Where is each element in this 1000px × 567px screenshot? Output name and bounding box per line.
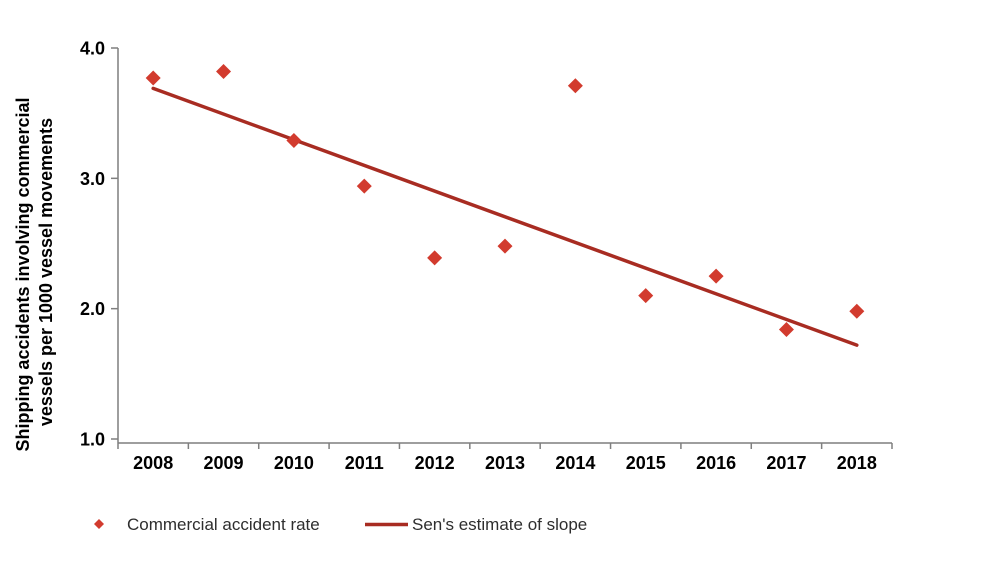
x-tick-label: 2011 bbox=[345, 453, 384, 473]
x-tick-label: 2008 bbox=[133, 453, 173, 473]
y-axis-title-line2: vessels per 1000 vessel movements bbox=[36, 118, 56, 426]
y-axis-ticks: 1.0 2.0 3.0 4.0 bbox=[80, 39, 118, 450]
data-point-diamond bbox=[497, 238, 513, 254]
legend-label-sen-slope: Sen's estimate of slope bbox=[412, 515, 587, 534]
data-point-diamond bbox=[849, 303, 865, 319]
data-point-diamond bbox=[778, 322, 794, 338]
data-point-diamond bbox=[286, 133, 302, 149]
data-point-diamond bbox=[567, 78, 583, 94]
x-tick-label: 2014 bbox=[555, 453, 595, 473]
data-point-diamond bbox=[216, 63, 232, 79]
x-tick-label: 2013 bbox=[485, 453, 525, 473]
x-tick-label: 2016 bbox=[696, 453, 736, 473]
data-point-diamond bbox=[708, 268, 724, 284]
data-point-diamond bbox=[638, 288, 654, 304]
sen-slope-line bbox=[151, 86, 859, 347]
sen-slope-line-group bbox=[151, 86, 859, 347]
x-tick-label: 2018 bbox=[837, 453, 877, 473]
x-axis-labels: 2008 2009 2010 2011 2012 2013 2014 2015 2016 2017… bbox=[133, 453, 877, 473]
data-points-group bbox=[145, 63, 865, 338]
x-axis-ticks bbox=[117, 443, 893, 449]
legend-diamond-icon bbox=[94, 519, 104, 529]
legend: Commercial accident rate Sen's estimate … bbox=[94, 515, 587, 534]
data-point-diamond bbox=[427, 250, 443, 266]
y-tick-label: 4.0 bbox=[80, 39, 105, 59]
data-point-diamond bbox=[145, 70, 161, 86]
legend-label-accident-rate: Commercial accident rate bbox=[127, 515, 320, 534]
x-tick-label: 2012 bbox=[415, 453, 455, 473]
y-tick-label: 3.0 bbox=[80, 169, 105, 189]
y-axis-title: Shipping accidents involving commercial … bbox=[13, 92, 56, 451]
data-point-diamond bbox=[356, 178, 372, 194]
x-tick-label: 2009 bbox=[204, 453, 244, 473]
y-axis-title-line1: Shipping accidents involving commercial bbox=[13, 97, 33, 451]
y-tick-label: 1.0 bbox=[80, 430, 105, 450]
y-tick-label: 2.0 bbox=[80, 299, 105, 319]
x-tick-label: 2017 bbox=[766, 453, 806, 473]
x-tick-label: 2010 bbox=[274, 453, 314, 473]
x-tick-label: 2015 bbox=[626, 453, 666, 473]
